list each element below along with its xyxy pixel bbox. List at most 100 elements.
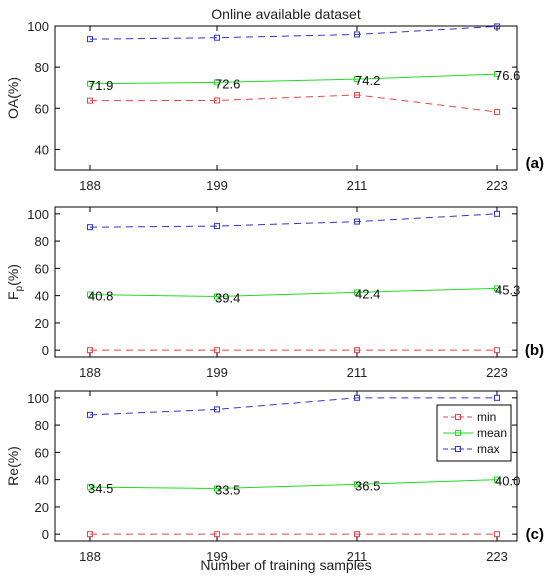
data-point-mean: [214, 293, 220, 300]
x-tick-label: 211: [347, 365, 368, 380]
data-point-min: [87, 347, 93, 354]
legend-marker-max: [455, 446, 461, 452]
panels: 40 60 80 100 188 199 211 223 OA(%) (a) 71.9 72.6 74.…: [5, 19, 544, 564]
data-label: 45.3: [495, 282, 520, 297]
data-point-min: [87, 97, 93, 104]
data-point-mean: [494, 476, 500, 483]
legend-entry: min: [477, 410, 496, 424]
series-line-max: [89, 213, 498, 228]
y-tick-label: 60: [35, 261, 49, 276]
data-point-max: [354, 218, 360, 225]
chart-title: Online available dataset: [211, 6, 361, 22]
series-line-mean: [89, 479, 498, 490]
data-point-mean: [354, 76, 360, 83]
data-point-mean: [214, 79, 220, 86]
panel-1: 40 60 80 100 188 199 211 223 OA(%) (a) 71.9 72.6 74.…: [5, 19, 544, 193]
legend-marker-mean: [455, 430, 461, 436]
legend: min mean max: [436, 404, 512, 462]
axes-box: [54, 206, 518, 358]
y-tick-label: 40: [35, 289, 49, 304]
data-point-max: [354, 394, 360, 401]
y-tick-label: 100: [27, 19, 49, 34]
data-point-max: [494, 23, 500, 30]
x-axis-label: Number of training samples: [200, 557, 371, 573]
legend-entry: mean: [477, 426, 507, 440]
data-point-max: [354, 31, 360, 38]
series-line-max: [89, 397, 497, 416]
panel-label: (b): [525, 342, 544, 359]
data-label: 74.2: [355, 73, 380, 88]
data-point-max: [214, 223, 220, 230]
series-line-mean: [89, 73, 498, 85]
x-tick-label: 188: [79, 178, 101, 193]
data-point-min: [494, 531, 500, 538]
axes-box: [54, 25, 518, 171]
data-point-min: [214, 97, 220, 104]
data-point-max: [494, 210, 500, 217]
data-point-mean: [354, 289, 360, 296]
x-tick-label: 188: [79, 549, 101, 564]
y-axis-label: Re(%): [5, 446, 21, 486]
x-tick-label: 211: [347, 178, 368, 193]
y-tick-label: 80: [35, 60, 49, 75]
data-point-min: [354, 531, 360, 538]
data-label: 72.6: [215, 76, 240, 91]
y-tick-label: 60: [35, 101, 49, 116]
y-axis-label: OA(%): [5, 77, 21, 119]
series-line-mean: [89, 287, 498, 297]
data-label: 34.5: [88, 481, 113, 496]
data-point-max: [87, 224, 93, 231]
data-point-min: [214, 347, 220, 354]
data-label: 71.9: [88, 78, 113, 93]
y-axis-label: Fp(%): [5, 264, 25, 300]
series-line-min: [89, 94, 498, 113]
data-point-min: [354, 347, 360, 354]
y-tick-label: 20: [35, 316, 49, 331]
data-point-min: [494, 108, 500, 115]
x-tick-label: 223: [486, 178, 508, 193]
data-point-max: [87, 36, 93, 43]
x-tick-label: 223: [486, 549, 508, 564]
data-label: 33.5: [215, 483, 240, 498]
y-tick-label: 40: [35, 473, 49, 488]
x-tick-label: 199: [206, 178, 228, 193]
x-tick-label: 199: [206, 365, 228, 380]
data-point-max: [494, 394, 500, 401]
data-point-max: [214, 34, 220, 41]
y-tick-label: 40: [35, 142, 49, 157]
data-point-mean: [494, 71, 500, 78]
data-point-mean: [214, 485, 220, 492]
panel-2: 0 20 40 60 80 100 188 199 211 223 Fp(%) (b) 40.8 39.4…: [5, 206, 544, 380]
data-point-min: [494, 347, 500, 354]
data-point-min: [354, 91, 360, 98]
data-point-mean: [87, 484, 93, 491]
x-tick-label: 211: [347, 549, 368, 564]
data-label: 76.6: [495, 68, 520, 83]
x-tick-label: 223: [486, 365, 508, 380]
y-tick-label: 80: [35, 234, 49, 249]
x-tick-label: 188: [79, 365, 101, 380]
legend-entry: max: [477, 442, 500, 456]
series-line-max: [89, 25, 498, 40]
data-point-mean: [354, 481, 360, 488]
panel-3: 0 20 40 60 80 100 188 199 211 223 Re(%) (c) 34.5 33.5…: [5, 390, 544, 564]
panel-label: (c): [526, 526, 544, 543]
data-label: 36.5: [355, 478, 380, 493]
data-label: 40.8: [88, 289, 113, 304]
y-tick-label: 80: [35, 418, 49, 433]
axes-box: [54, 390, 518, 542]
data-point-mean: [494, 285, 500, 292]
data-label: 39.4: [215, 290, 240, 305]
y-tick-label: 60: [35, 445, 49, 460]
y-tick-label: 100: [27, 207, 49, 222]
y-tick-label: 100: [27, 391, 49, 406]
legend-marker-min: [455, 414, 461, 420]
x-tick-label: 199: [206, 549, 228, 564]
data-label: 40.0: [495, 474, 520, 489]
data-label: 42.4: [355, 286, 380, 301]
y-tick-label: 0: [42, 527, 49, 542]
data-point-min: [87, 531, 93, 538]
data-point-max: [214, 406, 220, 413]
